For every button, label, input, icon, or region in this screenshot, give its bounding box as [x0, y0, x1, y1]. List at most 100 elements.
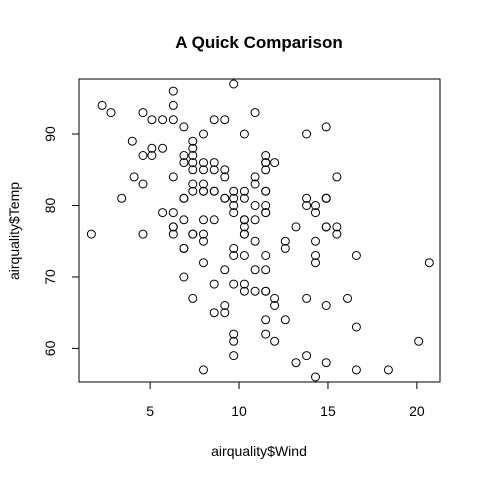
data-point [261, 251, 271, 260]
data-point [229, 351, 239, 361]
data-point [209, 215, 219, 225]
data-point [229, 201, 239, 210]
data-point [239, 251, 249, 260]
data-point [261, 165, 271, 175]
data-point [261, 286, 271, 296]
data-point [332, 222, 342, 232]
data-point [250, 179, 260, 189]
data-point [311, 258, 320, 268]
data-point [188, 293, 198, 303]
data-point [168, 86, 178, 96]
data-point [229, 251, 239, 260]
data-point [188, 158, 198, 168]
data-point [311, 201, 320, 210]
data-point [239, 229, 249, 239]
data-point [250, 108, 260, 118]
data-point [261, 208, 271, 218]
data-point [270, 158, 280, 168]
data-point [261, 315, 271, 325]
data-point [138, 229, 148, 239]
data-point [229, 329, 239, 339]
data-point [270, 301, 280, 310]
data-point [250, 286, 260, 296]
data-point [158, 208, 168, 218]
data-point [311, 236, 320, 246]
data-point [229, 79, 239, 89]
data-point [424, 258, 434, 268]
data-point [179, 151, 189, 160]
data-point [209, 186, 219, 196]
data-point [199, 165, 208, 175]
data-point [168, 229, 178, 239]
data-point [239, 193, 249, 203]
data-point [270, 336, 280, 346]
data-point [127, 136, 137, 146]
data-point [239, 286, 249, 296]
data-point [261, 186, 271, 196]
data-point [220, 301, 230, 310]
data-point [291, 358, 301, 368]
data-point [199, 158, 208, 168]
data-point [188, 186, 198, 196]
data-point [321, 358, 331, 368]
data-point [199, 229, 208, 239]
data-point [179, 215, 189, 225]
data-point [179, 243, 189, 253]
data-point [168, 100, 178, 110]
data-point [229, 243, 239, 253]
data-point [302, 129, 312, 139]
x-tick-label: 10 [231, 403, 247, 419]
data-point [147, 151, 157, 160]
data-point [351, 365, 361, 375]
data-point [250, 172, 260, 182]
data-point [321, 122, 331, 132]
chart-title: A Quick Comparison [175, 33, 343, 52]
data-point [188, 143, 198, 153]
data-point [209, 158, 219, 168]
x-axis-label: airquality$Wind [211, 443, 307, 459]
data-point [188, 151, 198, 160]
data-point [199, 179, 208, 189]
data-point [302, 293, 312, 303]
data-point [261, 329, 271, 339]
data-point [383, 365, 393, 375]
data-point [239, 222, 249, 232]
data-point [261, 265, 271, 275]
data-point [209, 165, 219, 175]
data-point [138, 108, 148, 118]
data-point [332, 229, 342, 239]
data-point [168, 222, 178, 232]
data-point [209, 279, 219, 289]
data-point [343, 293, 352, 303]
data-point [250, 201, 260, 210]
data-point [209, 115, 219, 125]
data-point [209, 308, 219, 318]
data-point [106, 108, 116, 118]
x-tick-label: 20 [409, 403, 425, 419]
y-axis: 60 70 80 90 [42, 126, 80, 356]
data-point [220, 172, 230, 182]
data-point [179, 122, 189, 132]
data-point [97, 100, 107, 110]
data-point [199, 215, 208, 225]
data-point [86, 229, 96, 239]
data-point [229, 336, 239, 346]
data-point [147, 143, 157, 153]
data-point [168, 172, 178, 182]
data-point [220, 165, 230, 175]
y-tick-label: 80 [42, 197, 58, 213]
data-point [129, 172, 139, 182]
data-point [280, 315, 290, 325]
data-point [229, 279, 239, 289]
data-point [138, 151, 148, 160]
data-point [199, 236, 208, 246]
data-point [199, 365, 208, 375]
data-point [302, 201, 312, 210]
data-point [351, 322, 361, 332]
data-point [250, 215, 260, 225]
data-point [311, 208, 320, 218]
y-tick-label: 60 [42, 340, 58, 356]
plot-frame [78, 78, 441, 383]
data-point [179, 158, 189, 168]
